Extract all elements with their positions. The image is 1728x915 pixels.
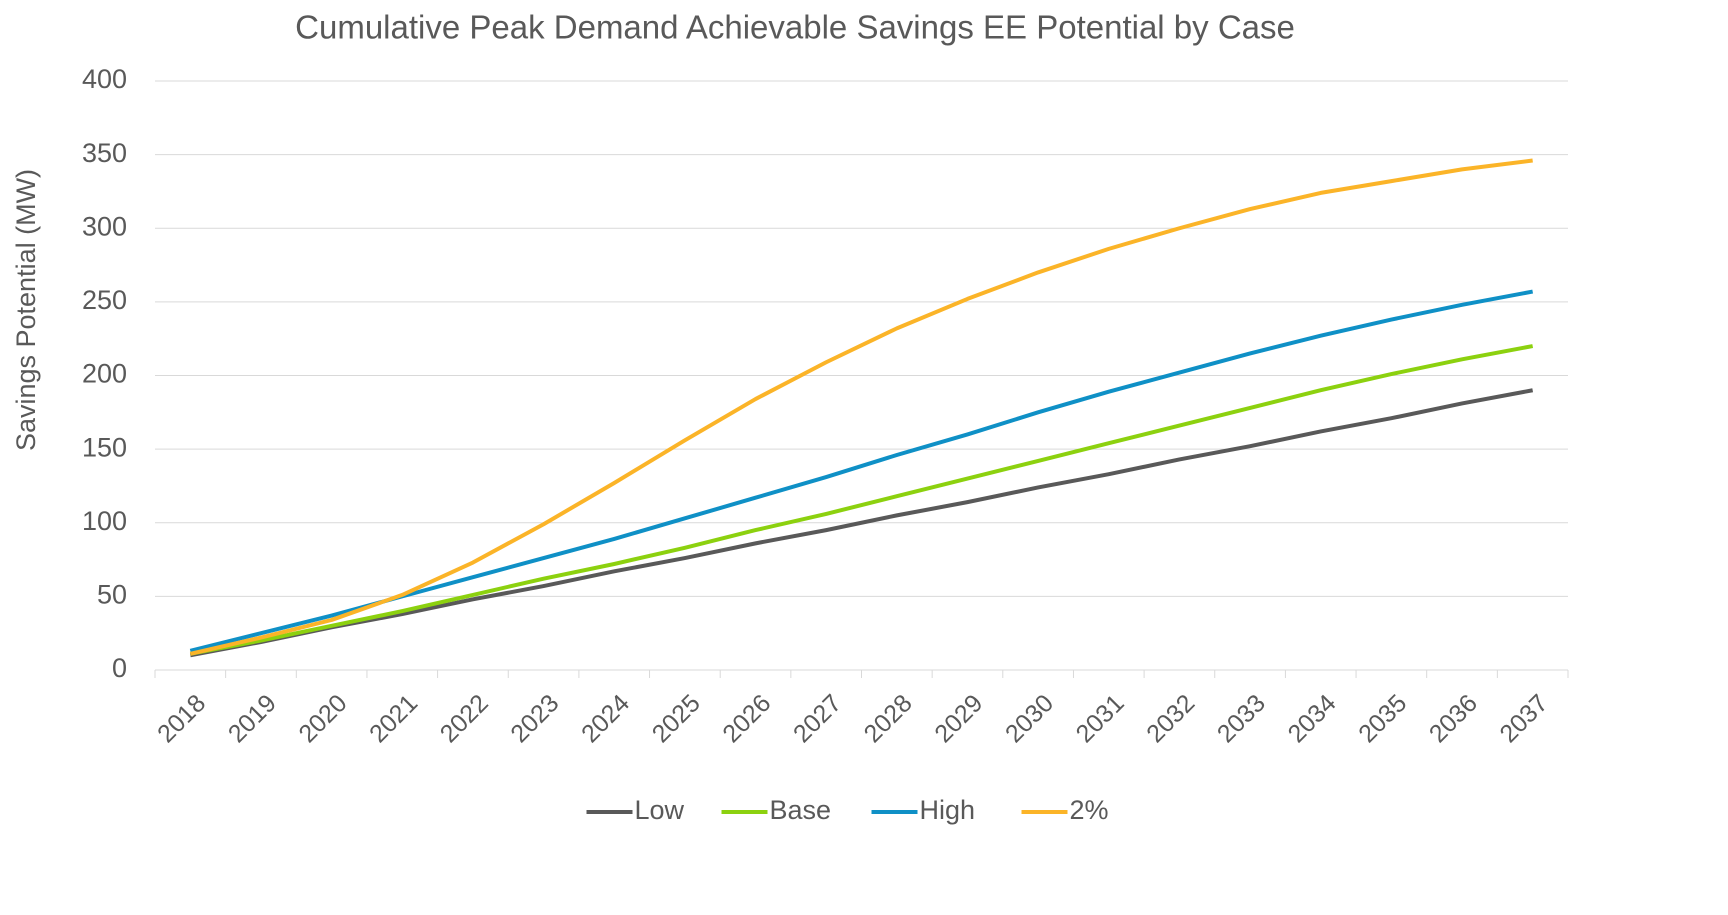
x-tick-label: 2030 bbox=[1000, 689, 1059, 748]
x-tick-label: 2026 bbox=[717, 689, 776, 748]
line-series bbox=[189, 388, 1534, 658]
legend-label: Base bbox=[770, 795, 832, 825]
x-tick-label: 2023 bbox=[505, 689, 564, 748]
x-tick-label: 2019 bbox=[223, 689, 282, 748]
x-tick-label: 2033 bbox=[1212, 689, 1271, 748]
y-tick-label: 0 bbox=[112, 653, 127, 683]
x-tick-label: 2025 bbox=[647, 689, 706, 748]
x-tick-label: 2018 bbox=[152, 689, 211, 748]
legend-label: 2% bbox=[1070, 795, 1109, 825]
y-tick-label: 200 bbox=[82, 359, 127, 389]
y-tick-label: 300 bbox=[82, 211, 127, 241]
x-tick-label: 2020 bbox=[293, 689, 352, 748]
line-series bbox=[189, 344, 1534, 656]
x-tick-label: 2024 bbox=[576, 689, 635, 748]
legend-label: Low bbox=[635, 795, 685, 825]
x-tick-label: 2037 bbox=[1494, 689, 1553, 748]
y-tick-label: 400 bbox=[82, 64, 127, 94]
y-tick-label: 350 bbox=[82, 138, 127, 168]
y-tick-label: 150 bbox=[82, 432, 127, 462]
y-tick-label: 100 bbox=[82, 506, 127, 536]
x-tick-label: 2029 bbox=[929, 689, 988, 748]
x-tick-label: 2035 bbox=[1353, 689, 1412, 748]
x-tick-label: 2031 bbox=[1071, 689, 1130, 748]
line-series bbox=[189, 289, 1534, 653]
x-tick-label: 2022 bbox=[435, 689, 494, 748]
line-series bbox=[189, 158, 1533, 656]
legend-label: High bbox=[920, 795, 976, 825]
x-tick-label: 2027 bbox=[788, 689, 847, 748]
y-tick-label: 50 bbox=[97, 580, 127, 610]
x-tick-label: 2036 bbox=[1424, 689, 1483, 748]
x-tick-label: 2028 bbox=[859, 689, 918, 748]
y-tick-label: 250 bbox=[82, 285, 127, 315]
x-tick-label: 2021 bbox=[364, 689, 423, 748]
chart-title: Cumulative Peak Demand Achievable Saving… bbox=[295, 9, 1295, 46]
x-tick-label: 2034 bbox=[1283, 689, 1342, 748]
y-axis-label: Savings Potential (MW) bbox=[11, 169, 41, 451]
x-tick-label: 2032 bbox=[1141, 689, 1200, 748]
